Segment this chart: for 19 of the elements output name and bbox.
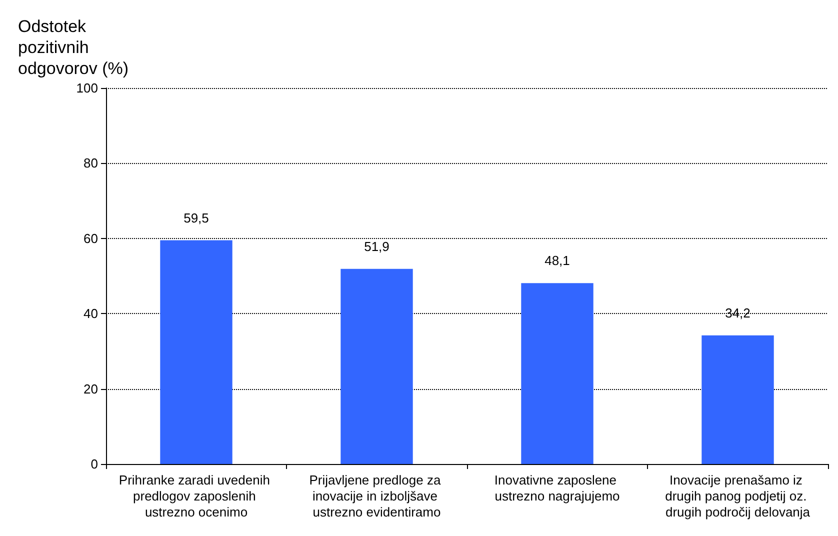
- y-tick-label: 100: [76, 80, 98, 96]
- y-tick-label: 40: [84, 306, 98, 322]
- y-tick-label: 0: [90, 456, 98, 472]
- bar: [521, 283, 594, 464]
- bar: [702, 335, 774, 464]
- x-tick-label: Prijavljene predloge za inovacije in izboljšave ustrezno evidentiramo: [309, 472, 444, 520]
- bar: [340, 268, 413, 464]
- y-tick-label: 60: [84, 230, 98, 246]
- x-tick-label: Prihranke zaradi uvedenih predlogov zaposlenih ustrezno ocenimo: [118, 472, 274, 520]
- y-tick-label: 80: [84, 156, 98, 171]
- x-tick-label: Inovacije prenašamo iz drugih panog podjetij oz. drugih področij delovanja: [665, 472, 811, 520]
- data-label: 59,5: [184, 210, 209, 226]
- x-tick-label: Inovativne zaposlene ustrezno nagrajujemo: [494, 472, 620, 504]
- y-axis-title: Odstotek pozitivnih odgovorov (%): [18, 17, 129, 78]
- y-tick-label: 20: [84, 381, 98, 396]
- data-label: 51,9: [364, 238, 390, 254]
- data-label: 48,1: [544, 253, 570, 268]
- bar: [160, 240, 232, 464]
- data-label: 34,2: [725, 305, 750, 320]
